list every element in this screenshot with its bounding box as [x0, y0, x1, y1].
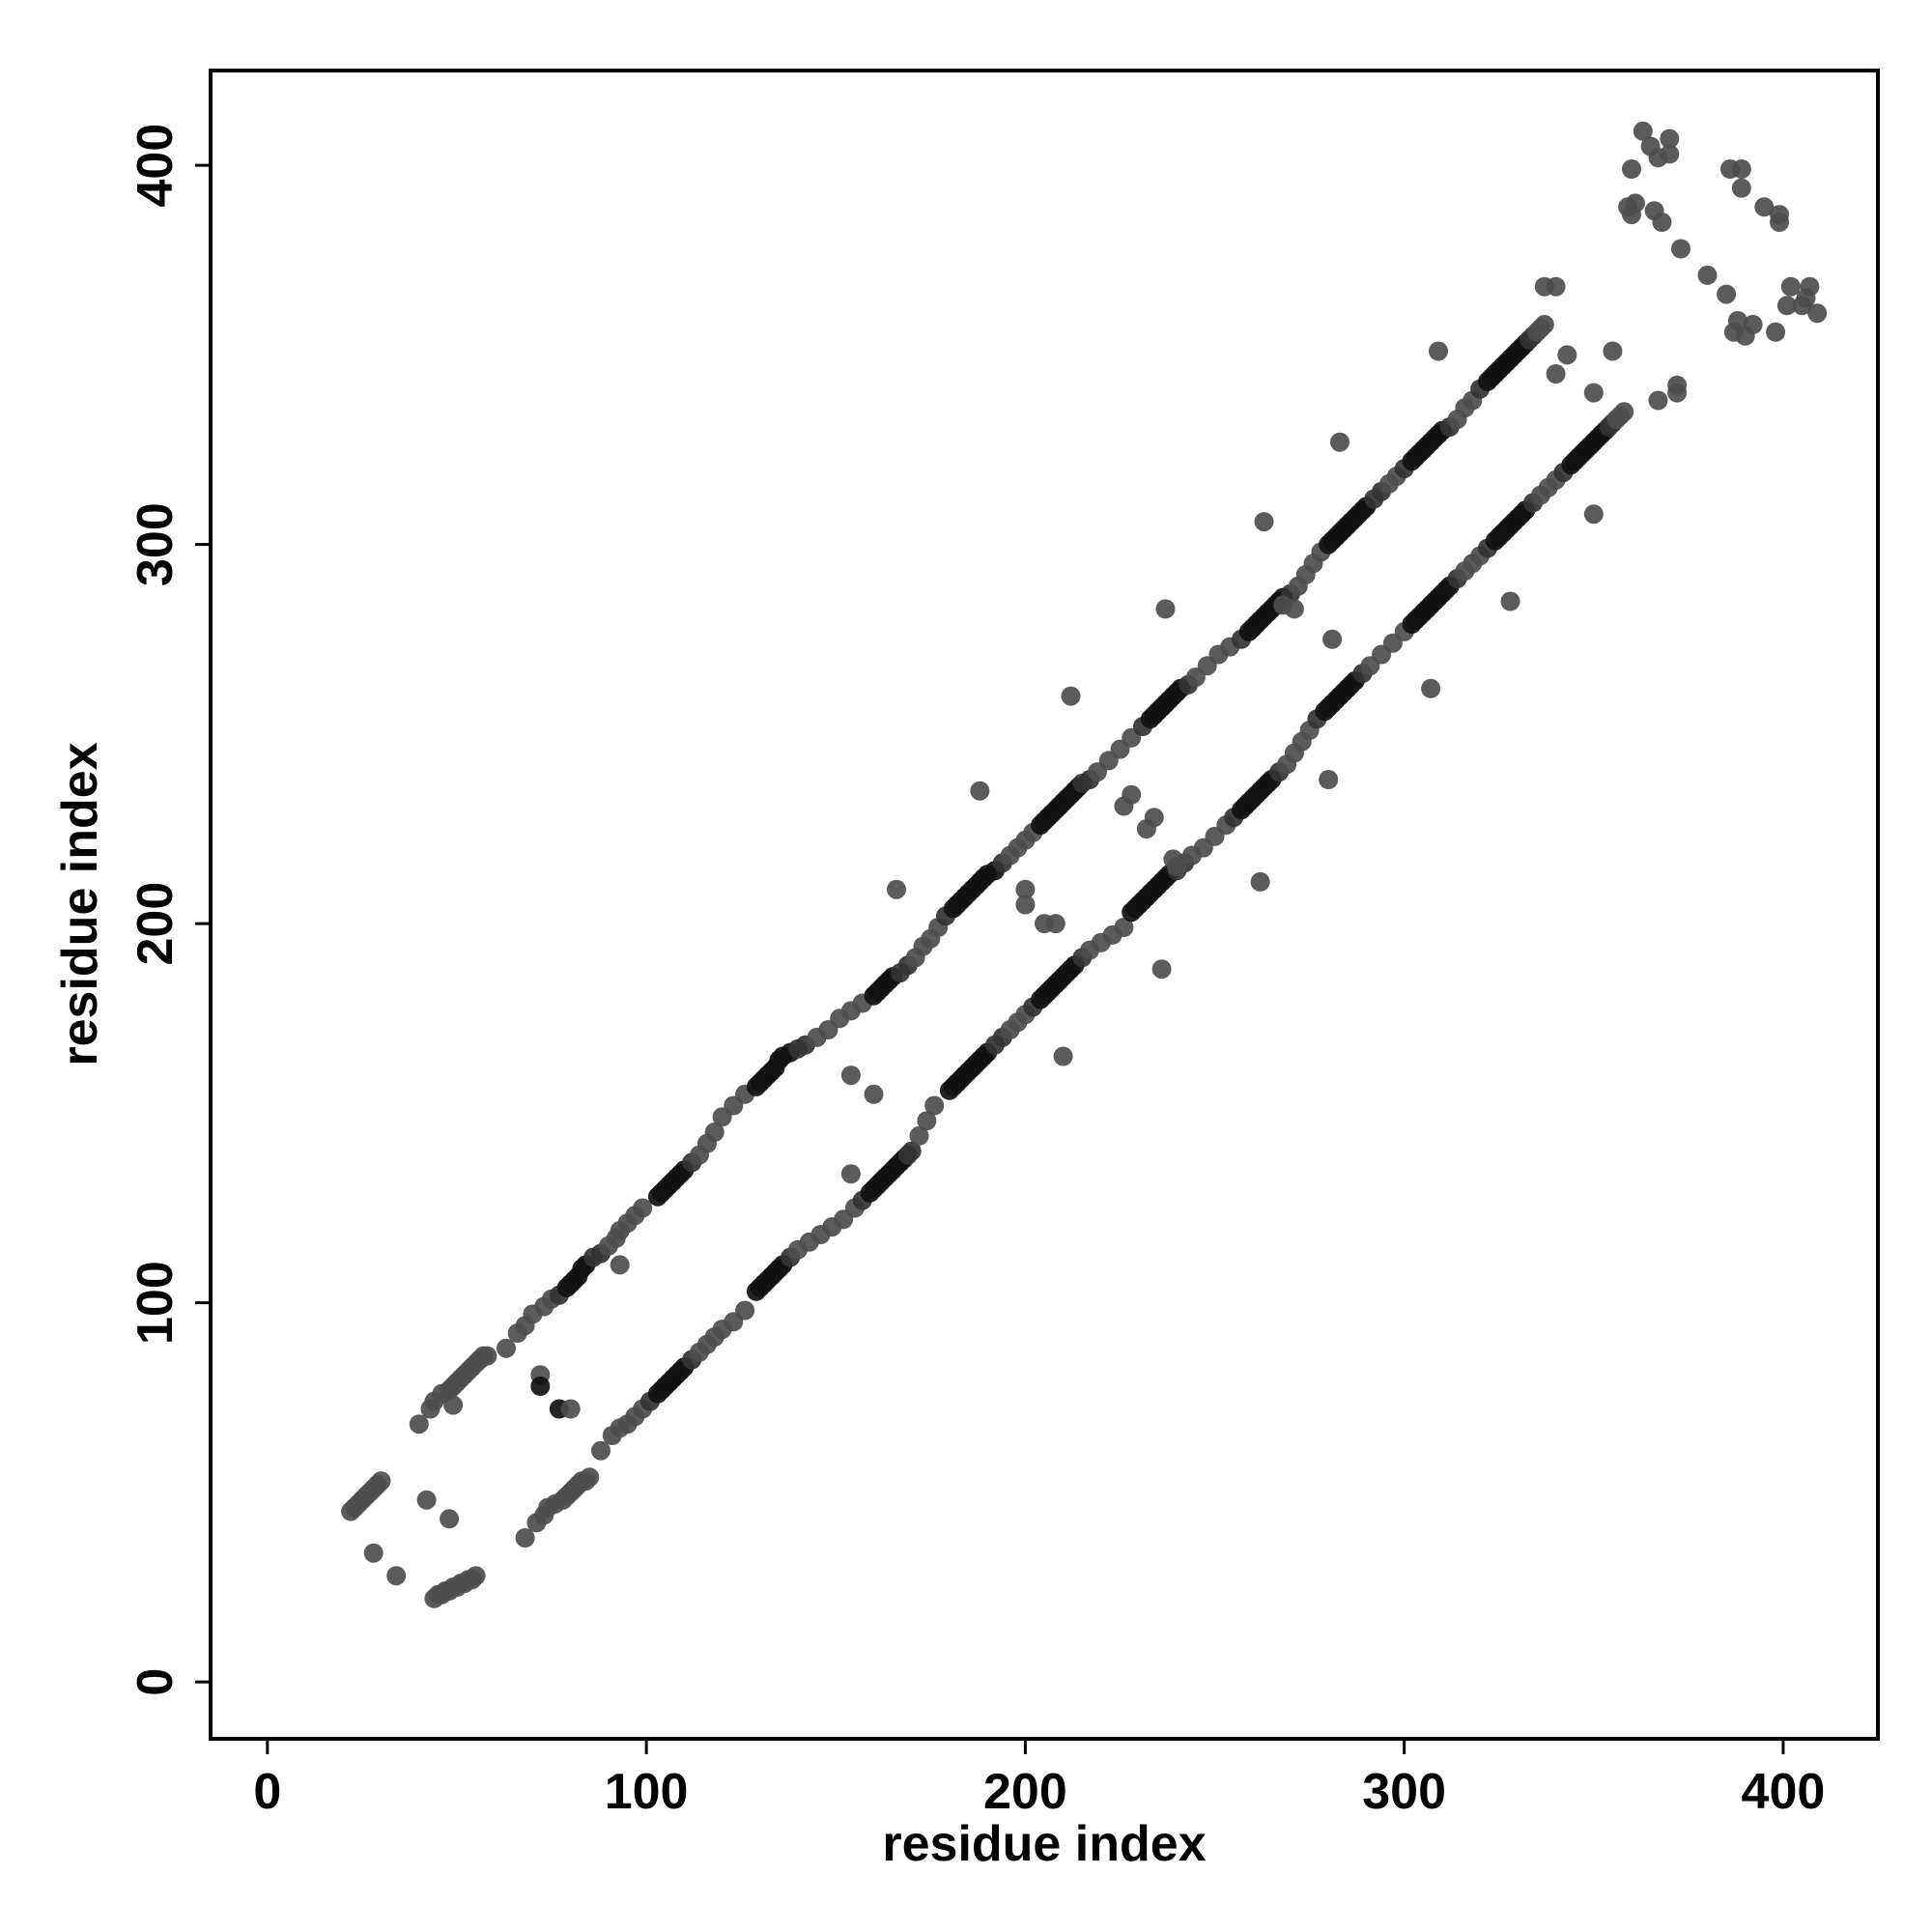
data-point — [1500, 591, 1520, 611]
data-point — [1583, 504, 1604, 525]
data-point — [1015, 879, 1036, 899]
data-point — [1250, 871, 1270, 892]
data-point — [1660, 144, 1680, 164]
data-point — [1330, 432, 1350, 452]
x-tick-label: 0 — [253, 1764, 281, 1820]
data-point — [1015, 895, 1036, 915]
data-point — [371, 1471, 391, 1492]
data-point — [440, 1509, 460, 1529]
x-tick-label: 400 — [1742, 1764, 1826, 1820]
data-point — [363, 1543, 384, 1563]
data-point — [580, 1467, 600, 1488]
data-point — [1648, 390, 1668, 411]
data-point — [409, 1414, 429, 1435]
data-point — [887, 879, 906, 899]
data-point — [1151, 959, 1172, 980]
x-tick-label: 200 — [983, 1764, 1067, 1820]
data-point — [515, 1528, 535, 1548]
data-point — [1319, 770, 1339, 789]
data-point — [1045, 914, 1065, 934]
y-axis: 0 100 200 300 400 — [128, 124, 211, 1696]
data-point — [924, 1095, 945, 1116]
data-point — [1053, 1046, 1073, 1066]
data-point — [1727, 311, 1747, 330]
data-point — [560, 1399, 581, 1419]
data-point — [1322, 629, 1343, 649]
data-point — [1421, 678, 1441, 698]
data-point — [840, 1164, 861, 1184]
data-point — [1731, 178, 1751, 198]
data-point — [386, 1566, 407, 1586]
plot-frame — [209, 69, 1880, 1741]
data-point — [1667, 375, 1688, 395]
x-tick-label: 300 — [1362, 1764, 1446, 1820]
data-points — [341, 121, 1828, 1608]
data-point — [901, 1141, 922, 1161]
data-point — [1717, 284, 1737, 304]
data-point — [1697, 265, 1718, 285]
data-point — [864, 1084, 884, 1104]
data-point — [1155, 599, 1176, 619]
data-point — [840, 1065, 861, 1086]
data-point — [633, 1198, 653, 1218]
data-point — [1754, 197, 1775, 217]
data-point — [1743, 315, 1763, 334]
data-point — [909, 1125, 929, 1146]
data-point — [1061, 686, 1081, 706]
data-point — [466, 1566, 486, 1586]
y-tick-label: 300 — [128, 502, 184, 586]
data-point — [1625, 193, 1645, 213]
data-point — [1144, 808, 1164, 828]
data-point — [1429, 341, 1448, 361]
data-point — [1633, 121, 1653, 141]
y-tick-label: 400 — [128, 124, 184, 208]
data-point — [1284, 599, 1304, 619]
data-point — [1603, 341, 1623, 361]
x-axis: 0 100 200 300 400 — [253, 1739, 1825, 1820]
data-point — [1807, 303, 1828, 324]
x-axis-title: residue index — [882, 1816, 1206, 1872]
y-tick-label: 200 — [128, 882, 184, 966]
data-point — [1731, 159, 1751, 179]
data-point — [704, 1122, 724, 1142]
data-point — [1534, 315, 1554, 334]
data-point — [1546, 276, 1566, 297]
data-point — [477, 1346, 497, 1366]
data-point — [1546, 364, 1566, 384]
data-point — [1622, 159, 1641, 179]
data-point — [443, 1395, 464, 1415]
data-point — [917, 1111, 937, 1131]
data-point — [1770, 213, 1789, 232]
y-tick-label: 100 — [128, 1261, 184, 1345]
data-point — [1254, 512, 1274, 532]
data-point — [610, 1255, 630, 1275]
data-point — [1652, 213, 1672, 232]
x-tick-label: 100 — [605, 1764, 689, 1820]
data-point — [1167, 857, 1187, 877]
data-point — [1671, 239, 1690, 259]
data-point — [970, 781, 990, 801]
data-point — [530, 1377, 551, 1396]
data-point — [1614, 402, 1634, 422]
data-point — [1780, 276, 1801, 297]
data-point — [591, 1440, 611, 1461]
data-point — [1114, 918, 1134, 937]
data-point — [416, 1490, 437, 1510]
data-point — [1660, 128, 1680, 149]
data-point — [1776, 296, 1797, 316]
data-point — [1766, 322, 1786, 342]
data-point — [735, 1300, 755, 1321]
data-point — [1122, 784, 1142, 805]
data-point — [1557, 345, 1577, 365]
data-point — [497, 1338, 516, 1358]
y-tick-label: 0 — [128, 1668, 184, 1696]
data-point — [1800, 276, 1820, 297]
y-axis-title: residue index — [52, 742, 108, 1065]
data-point — [1583, 383, 1604, 403]
